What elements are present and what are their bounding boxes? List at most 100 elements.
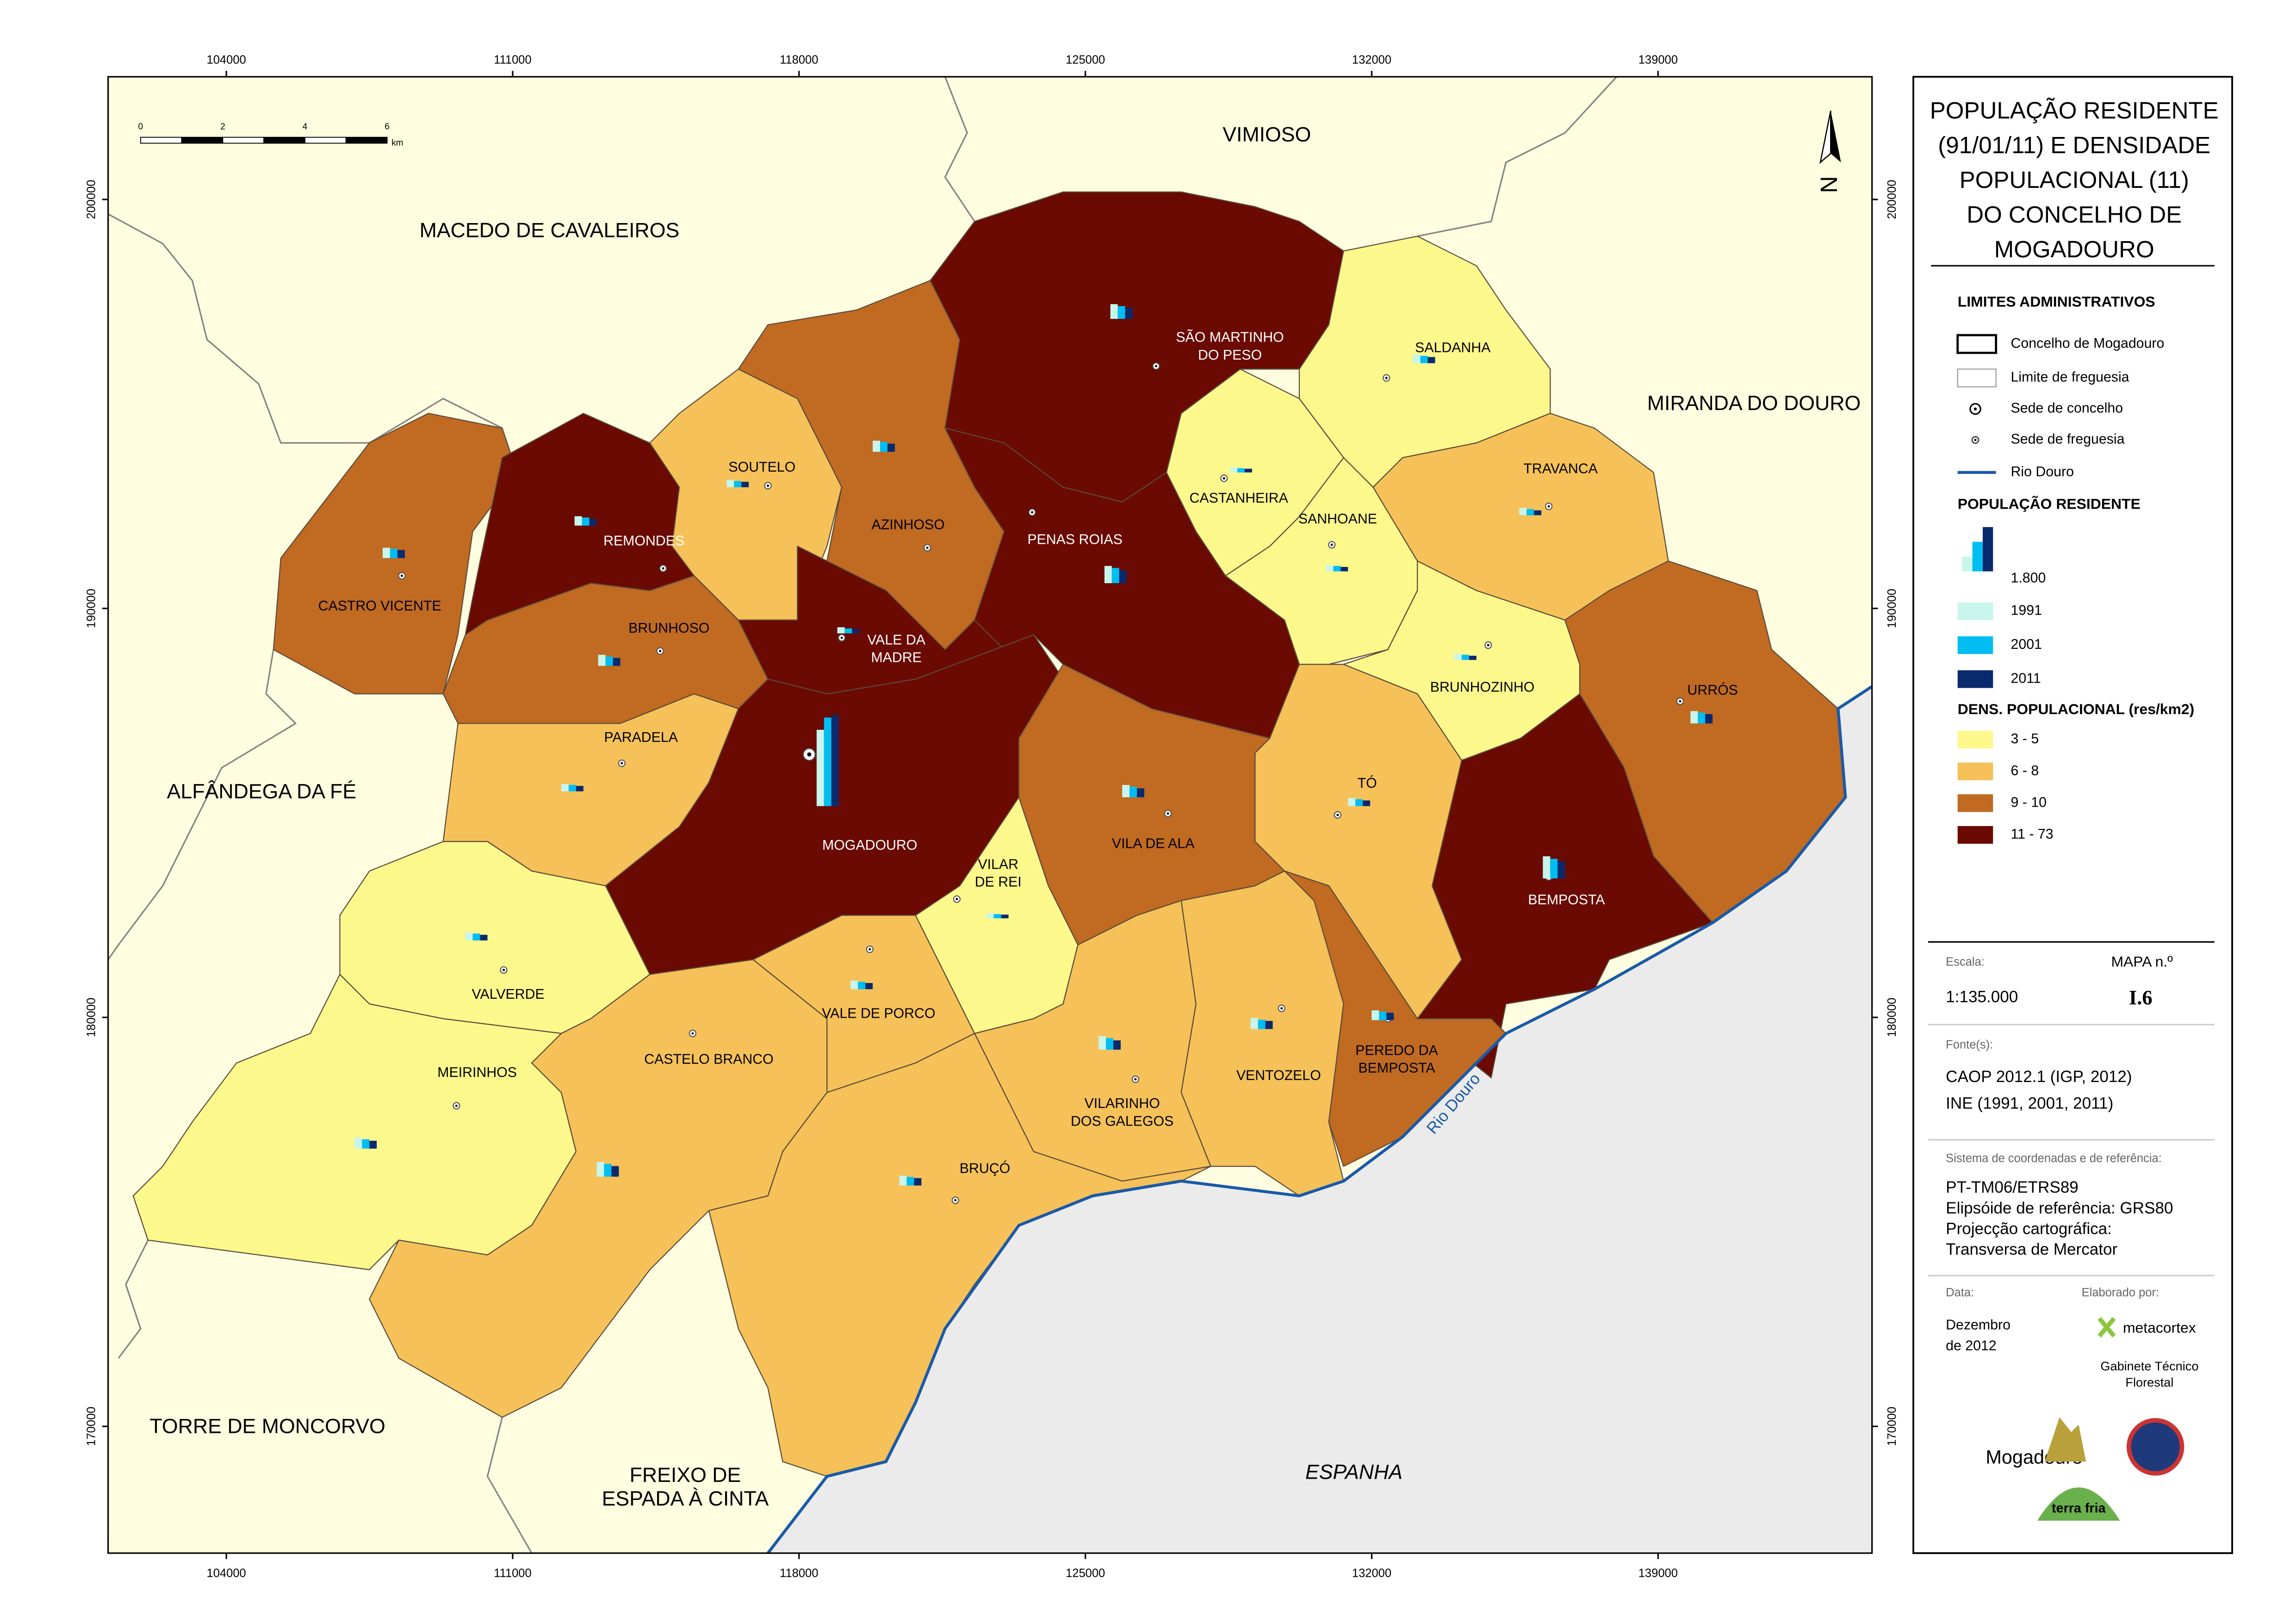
north-arrow-head <box>1819 110 1831 164</box>
population-bar <box>1340 566 1348 572</box>
population-bar <box>858 982 866 989</box>
parish-name: AZINHOSO <box>872 517 945 533</box>
legend-swatch <box>1957 826 1993 844</box>
population-bar <box>1244 468 1252 473</box>
population-bar <box>1386 1013 1394 1020</box>
population-bar <box>741 482 749 487</box>
parish-name: DO PESO <box>1198 348 1262 363</box>
info-label: MAPA n.º <box>2111 953 2173 970</box>
legend-swatch <box>1957 602 1993 620</box>
legend-symbol <box>1974 439 1977 442</box>
parishes <box>132 191 1846 1477</box>
parish-name: BRUNHOZINHO <box>1430 680 1535 695</box>
scale-segment <box>304 137 347 144</box>
info-label: Elaborado por: <box>2082 1286 2159 1299</box>
population-bar <box>734 481 742 487</box>
population-bar <box>1258 1020 1266 1029</box>
map-number: I.6 <box>2129 986 2153 1009</box>
population-bar <box>1348 798 1356 806</box>
parish-seat-dot <box>1487 644 1489 647</box>
population-bar <box>1705 714 1713 724</box>
population-bar <box>1111 568 1119 584</box>
population-bar <box>604 1164 612 1177</box>
parish-name: CASTELO BRANCO <box>644 1052 773 1067</box>
parish-seat-dot <box>1222 477 1225 480</box>
info-label: Escala: <box>1946 956 1985 969</box>
population-bar <box>1265 1020 1273 1029</box>
parish-name: VILA DE ALA <box>1112 836 1195 852</box>
author-unit: Gabinete Técnico <box>2100 1359 2198 1373</box>
population-bar <box>354 1137 362 1149</box>
population-bar <box>880 442 887 452</box>
population-bar <box>1250 1018 1258 1029</box>
legend-symbol <box>1973 407 1977 411</box>
population-bar <box>1420 355 1428 363</box>
neighbor-name: FREIXO DE <box>630 1464 741 1487</box>
population-bar <box>1558 861 1565 879</box>
parish-seat-dot <box>1336 814 1339 816</box>
population-bar <box>1119 570 1127 584</box>
legend-label: Concelho de Mogadouro <box>2011 336 2165 351</box>
population-bar <box>1461 654 1469 660</box>
scale-unit: km <box>391 138 403 148</box>
population-bar <box>873 441 881 452</box>
population-bar <box>906 1176 914 1186</box>
date-line: de 2012 <box>1946 1338 1997 1353</box>
date-line: Dezembro <box>1946 1318 2011 1333</box>
boundary <box>107 649 297 960</box>
legend-label: 9 - 10 <box>2011 795 2047 810</box>
population-bar <box>369 1140 377 1149</box>
legend-label: Sede de concelho <box>2011 401 2123 416</box>
info-label: Fonte(s): <box>1946 1038 1993 1051</box>
neighbor-name: VIMIOSO <box>1222 123 1311 146</box>
crs-line: Transversa de Mercator <box>1946 1240 2117 1258</box>
scale-segment <box>263 137 305 144</box>
legend-swatch <box>1957 731 1993 749</box>
x-tick-label: 132000 <box>1352 54 1391 67</box>
parish-seat-dot <box>400 574 403 577</box>
parish-seat-dot <box>1031 511 1034 514</box>
legend-heading: DENS. POPULACIONAL (res/km2) <box>1958 701 2195 717</box>
x-tick-label: 111000 <box>494 54 531 67</box>
source-line: CAOP 2012.1 (IGP, 2012) <box>1946 1068 2132 1086</box>
legend-label: Sede de freguesia <box>2011 432 2125 447</box>
population-bar <box>1519 508 1527 516</box>
logo-text: terra fria <box>2052 1501 2106 1516</box>
population-bar <box>390 548 397 558</box>
parish-seat-dot <box>926 546 929 549</box>
population-bar <box>887 443 895 452</box>
parish-name: VALVERDE <box>472 987 545 1002</box>
legend-bar <box>1982 527 1993 572</box>
y-tick-label: 170000 <box>85 1406 98 1446</box>
neighbor-name: ALFÂNDEGA DA FÉ <box>167 780 356 803</box>
crs-line: Projecção cartográfica: <box>1946 1220 2112 1238</box>
parish-name: VENTOZELO <box>1236 1068 1321 1083</box>
scale-segment <box>222 137 265 144</box>
parish-name: PENAS ROIAS <box>1027 532 1122 548</box>
population-bar <box>1333 566 1341 572</box>
y-tick-label: 200000 <box>85 180 98 219</box>
population-bar <box>465 932 473 941</box>
boundary <box>118 1239 149 1359</box>
population-bar <box>1106 1038 1114 1050</box>
parish-seat-dot <box>869 948 871 951</box>
legend-swatch <box>1957 794 1993 812</box>
y-tick-label: 180000 <box>1886 998 1899 1037</box>
population-bar <box>480 934 488 941</box>
parish-name: VILAR <box>978 857 1018 872</box>
parish-name: MOGADOURO <box>822 838 917 853</box>
y-tick-label: 190000 <box>85 589 98 628</box>
population-bar <box>914 1178 922 1186</box>
legend-reference-label: 1.800 <box>2011 570 2046 585</box>
population-bar <box>362 1139 370 1149</box>
legend-label: 3 - 5 <box>2011 731 2039 747</box>
parish-seat-dot <box>659 650 662 653</box>
population-bar <box>1125 308 1133 319</box>
population-bar <box>1137 788 1145 797</box>
population-bar <box>844 628 852 634</box>
population-bar <box>568 785 576 791</box>
parish-seat-dot <box>1280 1007 1283 1010</box>
source-line: INE (1991, 2001, 2011) <box>1946 1094 2113 1112</box>
population-bar <box>1690 711 1698 724</box>
y-tick-label: 200000 <box>1886 180 1899 219</box>
